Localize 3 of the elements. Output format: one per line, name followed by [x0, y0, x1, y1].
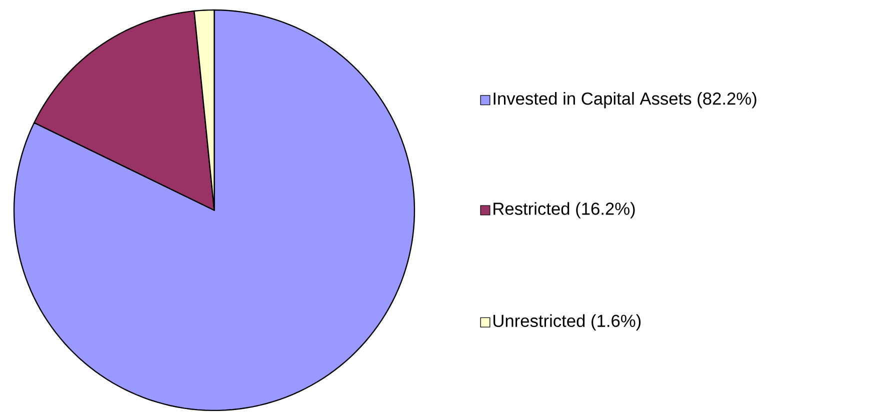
legend-label: Unrestricted (1.6%): [494, 314, 641, 330]
legend-label: Invested in Capital Assets (82.2%): [494, 92, 756, 108]
legend-label: Restricted (16.2%): [494, 202, 635, 218]
